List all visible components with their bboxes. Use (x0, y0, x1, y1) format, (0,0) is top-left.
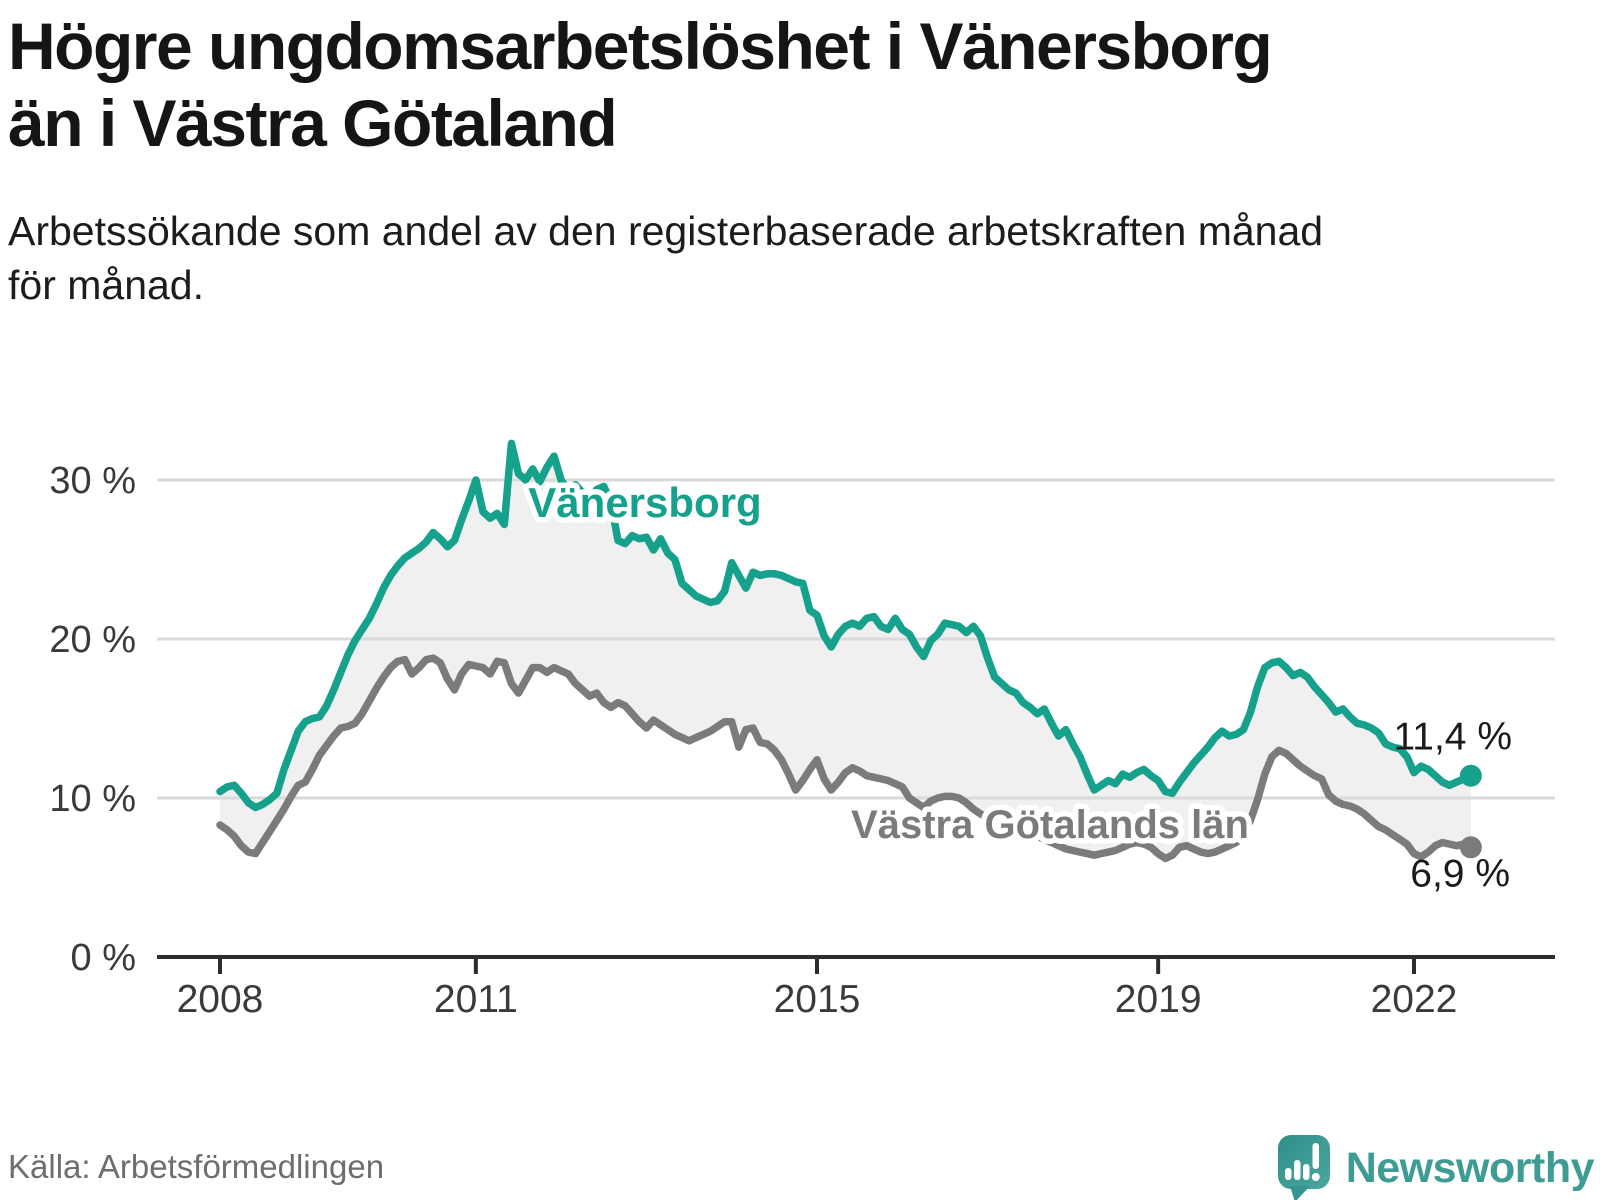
y-tick-label-30: 30 % (49, 460, 136, 502)
end-value-label-1: 6,9 % (1410, 852, 1510, 895)
x-tick-label-2011: 2011 (434, 978, 518, 1021)
series-label-1: Västra Götalands län (851, 803, 1249, 847)
newsworthy-logo: Newsworthy (1277, 1135, 1595, 1200)
series-end-dot-1 (1459, 836, 1482, 859)
logo-wordmark: Newsworthy (1345, 1143, 1595, 1192)
newsworthy-logo-icon (1277, 1135, 1330, 1200)
fill-between-area (220, 443, 1471, 859)
source-note: Källa: Arbetsförmedlingen (8, 1148, 385, 1185)
logo-exclamation-dot (1311, 1173, 1320, 1181)
logo-bar-icon-2 (1293, 1160, 1301, 1180)
logo-bubble-tail (1289, 1186, 1310, 1200)
chart-subtitle: Arbetssökande som andel av den registerb… (8, 204, 1548, 312)
series-line-1 (216, 654, 1475, 863)
series-label-0: Vänersborg (528, 479, 761, 526)
subtitle-line-1: Arbetssökande som andel av den registerb… (8, 208, 1324, 254)
subtitle-line-2: för månad. (8, 262, 204, 309)
title-line-1: Högre ungdomsarbetslöshet i Vänersborg (8, 9, 1273, 83)
logo-bubble (1277, 1135, 1330, 1189)
logo-exclamation-icon (1312, 1143, 1319, 1169)
logo-bar-icon-3 (1302, 1164, 1310, 1180)
series-end-dot-0 (1459, 764, 1482, 787)
y-tick-label-0: 0 % (71, 937, 136, 979)
y-tick-label-10: 10 % (49, 778, 136, 820)
series-line-0 (216, 439, 1475, 812)
y-tick-label-20: 20 % (49, 619, 136, 661)
logo-bar-icon-1 (1284, 1168, 1292, 1180)
title-line-2: än i Västra Götaland (8, 85, 618, 160)
x-tick-label-2015: 2015 (774, 978, 861, 1021)
x-tick-label-2008: 2008 (177, 978, 264, 1021)
end-value-label-0: 11,4 % (1393, 716, 1512, 759)
x-tick-label-2022: 2022 (1371, 978, 1458, 1021)
x-tick-label-2019: 2019 (1115, 978, 1202, 1021)
page-title: Högre ungdomsarbetslöshet i Vänersborg ä… (8, 8, 1592, 161)
